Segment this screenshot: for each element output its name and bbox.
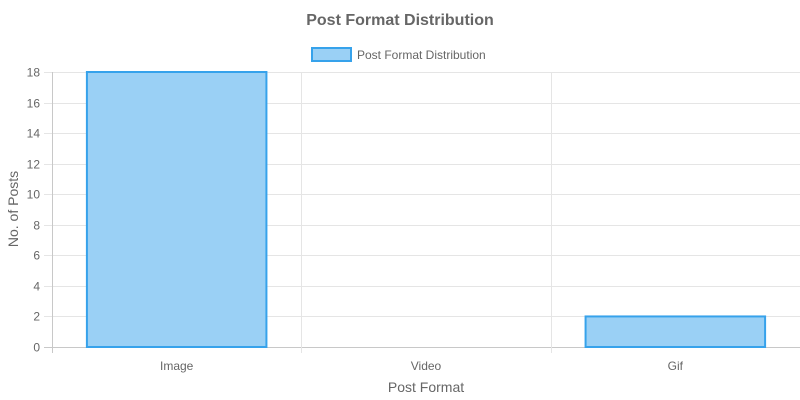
y-axis-ticks: 0 2 4 6 8 10 12 14 16 18 bbox=[27, 66, 41, 355]
y-tick-label: 4 bbox=[33, 280, 40, 294]
x-axis-ticks: Image Video Gif bbox=[160, 359, 684, 373]
y-tick-label: 16 bbox=[27, 97, 41, 111]
y-tick-label: 12 bbox=[27, 158, 41, 172]
legend-label: Post Format Distribution bbox=[357, 48, 486, 62]
y-tick-label: 10 bbox=[27, 188, 41, 202]
y-tick-label: 8 bbox=[33, 219, 40, 233]
bars bbox=[85, 71, 767, 349]
legend[interactable]: Post Format Distribution bbox=[311, 47, 486, 62]
y-tick-label: 2 bbox=[33, 310, 40, 324]
y-axis-label: No. of Posts bbox=[5, 171, 21, 247]
y-tick-label: 14 bbox=[27, 127, 41, 141]
chart-title: Post Format Distribution bbox=[306, 12, 494, 29]
y-tick-label: 18 bbox=[27, 66, 41, 80]
x-tick-label: Image bbox=[160, 359, 194, 373]
x-tick-label: Gif bbox=[668, 359, 684, 373]
y-tick-label: 6 bbox=[33, 249, 40, 263]
x-tick-label: Video bbox=[411, 359, 442, 373]
bar-gif[interactable] bbox=[584, 315, 767, 349]
legend-swatch bbox=[311, 47, 352, 62]
y-tick-label: 0 bbox=[33, 341, 40, 355]
x-axis-label: Post Format bbox=[388, 379, 464, 395]
bar-image[interactable] bbox=[85, 71, 268, 348]
